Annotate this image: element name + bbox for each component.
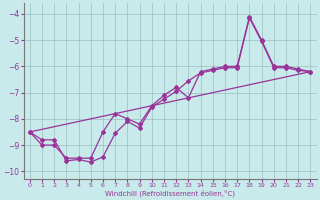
X-axis label: Windchill (Refroidissement éolien,°C): Windchill (Refroidissement éolien,°C) (105, 189, 235, 197)
